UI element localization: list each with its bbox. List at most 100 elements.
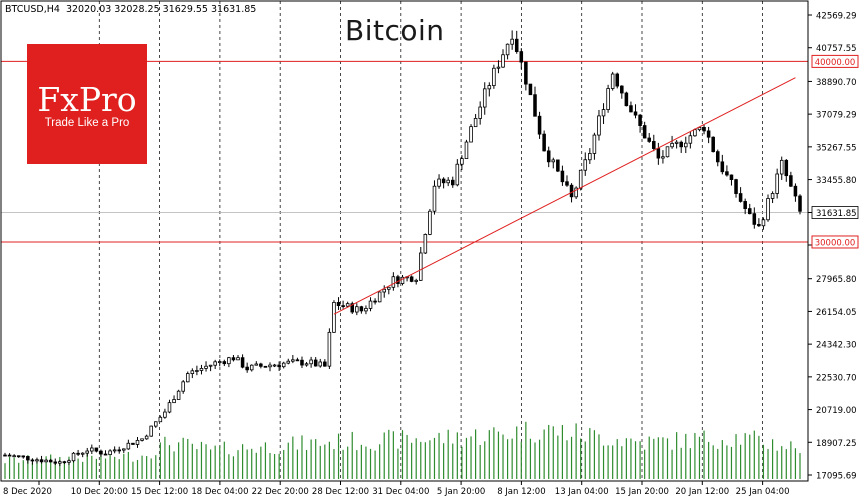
candle-body <box>661 156 665 159</box>
candle-body <box>300 359 304 366</box>
candle-body <box>528 83 533 96</box>
candle-body <box>217 361 222 363</box>
candle-body <box>670 142 674 148</box>
candle-body <box>633 111 638 116</box>
candle-body <box>391 276 396 288</box>
candle-body <box>574 187 578 198</box>
candle-body <box>409 276 414 282</box>
level-label: 40000.00 <box>815 58 856 68</box>
candle-body <box>702 127 706 132</box>
candle-body <box>295 359 300 362</box>
candle-body <box>638 114 642 126</box>
candle-body <box>245 366 249 371</box>
candle-body <box>281 362 286 368</box>
candle-body <box>478 106 482 119</box>
candle-body <box>396 276 400 284</box>
candle-body <box>560 170 565 183</box>
candle-body <box>359 306 364 312</box>
candle-body <box>249 364 254 371</box>
candle-body <box>784 159 789 177</box>
candle-body <box>213 361 217 366</box>
candle-body <box>597 115 601 136</box>
candle-body <box>706 130 711 138</box>
candle-body <box>190 370 195 374</box>
candle-body <box>469 126 473 143</box>
candle-body <box>432 185 437 212</box>
candle-body <box>569 184 574 198</box>
candle-body <box>414 279 418 282</box>
candle-body <box>546 150 551 163</box>
candle-body <box>601 109 606 117</box>
price-tick-label: 26154.05 <box>816 308 857 318</box>
candle-body <box>688 135 693 144</box>
candle-body <box>90 447 94 452</box>
chart-title: Bitcoin <box>345 14 445 47</box>
price-tick-label: 31631.85 <box>816 209 857 219</box>
candle-body <box>355 306 359 313</box>
candle-body <box>798 195 802 212</box>
time-tick-label: 5 Jan 20:00 <box>437 487 485 497</box>
candle-body <box>3 454 7 457</box>
current-price-box <box>811 206 859 219</box>
candle-body <box>373 300 377 303</box>
candle-body <box>336 302 341 307</box>
candle-body <box>131 442 135 445</box>
candle-body <box>16 455 21 458</box>
candle-body <box>126 442 131 450</box>
candle-body <box>71 452 76 462</box>
candle-body <box>615 73 620 87</box>
candle-body <box>185 373 190 383</box>
candle-body <box>12 455 16 458</box>
candle-body <box>656 148 661 159</box>
support-trendline <box>333 77 796 315</box>
candle-body <box>665 146 670 158</box>
fxpro-logo: FxPro Trade Like a Pro <box>27 44 147 164</box>
candle-body <box>48 459 53 463</box>
candle-body <box>592 134 597 154</box>
candle-body <box>304 363 309 366</box>
candle-body <box>268 364 272 368</box>
price-tick-label: 40757.55 <box>816 44 857 54</box>
candle-body <box>423 234 428 254</box>
time-tick-label: 28 Dec 12:00 <box>312 487 369 497</box>
level-label-box <box>811 54 859 68</box>
candle-body <box>94 447 99 452</box>
candle-body <box>140 438 144 441</box>
candle-body <box>154 421 158 427</box>
candle-body <box>729 174 734 181</box>
time-tick-label: 31 Dec 04:00 <box>372 487 429 497</box>
logo-name: FxPro <box>37 80 137 119</box>
candle-body <box>647 137 651 142</box>
time-tick-label: 8 Jan 12:00 <box>497 487 545 497</box>
candle-body <box>222 361 227 365</box>
candle-body <box>277 364 281 368</box>
candle-body <box>272 364 277 367</box>
time-tick-label: 15 Dec 12:00 <box>131 487 188 497</box>
candle-body <box>752 213 757 225</box>
candle-body <box>364 308 368 312</box>
candle-body <box>693 129 697 137</box>
candle-body <box>231 357 236 361</box>
candle-body <box>313 359 318 367</box>
candle-body <box>734 179 738 194</box>
candle-body <box>533 94 537 117</box>
trendline <box>333 77 796 315</box>
candle-body <box>578 169 583 189</box>
candle-body <box>195 370 199 372</box>
ohlc-values: 32020.03 32028.25 31629.55 31631.85 <box>65 4 257 15</box>
plot-frame <box>0 0 809 482</box>
candle-body <box>99 450 103 455</box>
candle-body <box>757 223 761 227</box>
candle-body <box>437 178 441 187</box>
candle-body <box>460 158 464 165</box>
axis-labels: 40000.00 30000.00 42569.29 40757.55 38890.70… <box>3 12 859 497</box>
candle-body <box>30 459 35 462</box>
candle-body <box>21 455 26 458</box>
candle-body <box>510 38 514 45</box>
candle-body <box>606 88 610 111</box>
candle-body <box>163 411 167 418</box>
candle-body <box>176 390 181 400</box>
price-tick-label: 20719.00 <box>816 406 857 416</box>
candle-body <box>537 115 542 135</box>
candle-body <box>766 198 770 221</box>
